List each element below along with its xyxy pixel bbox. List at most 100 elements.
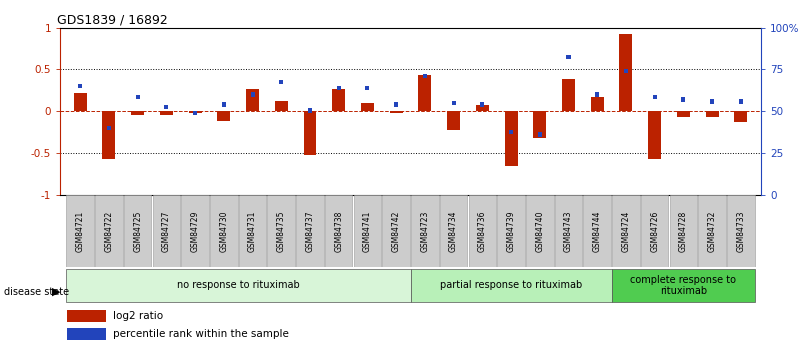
Bar — [447, 111, 460, 130]
Bar — [476, 106, 489, 111]
Bar — [653, 95, 657, 99]
Bar — [505, 111, 517, 166]
FancyBboxPatch shape — [411, 195, 439, 267]
Text: GSM84721: GSM84721 — [75, 210, 85, 252]
Bar — [107, 126, 111, 130]
Bar — [710, 99, 714, 103]
Bar — [135, 95, 139, 99]
Bar — [222, 102, 226, 107]
FancyBboxPatch shape — [66, 269, 410, 302]
Bar — [677, 111, 690, 117]
Bar — [251, 92, 255, 97]
Text: GSM84742: GSM84742 — [392, 210, 400, 252]
Bar — [648, 111, 661, 159]
FancyBboxPatch shape — [410, 269, 612, 302]
FancyBboxPatch shape — [612, 269, 755, 302]
Bar — [188, 111, 202, 113]
Text: GSM84734: GSM84734 — [449, 210, 458, 252]
Text: partial response to rituximab: partial response to rituximab — [440, 280, 582, 290]
Bar — [566, 55, 570, 59]
FancyBboxPatch shape — [612, 195, 640, 267]
Text: percentile rank within the sample: percentile rank within the sample — [113, 329, 288, 339]
Bar — [509, 130, 513, 135]
FancyBboxPatch shape — [152, 195, 180, 267]
Text: GSM84744: GSM84744 — [593, 210, 602, 252]
Text: GDS1839 / 16892: GDS1839 / 16892 — [57, 13, 167, 27]
Bar — [361, 103, 374, 111]
FancyBboxPatch shape — [325, 195, 352, 267]
FancyBboxPatch shape — [124, 195, 151, 267]
Text: ▶: ▶ — [52, 287, 61, 296]
Text: GSM84726: GSM84726 — [650, 210, 659, 252]
Bar — [735, 111, 747, 122]
Bar — [452, 101, 456, 105]
Bar — [562, 79, 575, 111]
FancyBboxPatch shape — [641, 195, 669, 267]
FancyBboxPatch shape — [698, 195, 726, 267]
Bar — [706, 111, 718, 117]
Bar — [533, 111, 546, 138]
Bar — [67, 328, 106, 340]
Text: GSM84735: GSM84735 — [277, 210, 286, 252]
Bar — [394, 102, 398, 107]
Text: GSM84723: GSM84723 — [421, 210, 429, 252]
FancyBboxPatch shape — [526, 195, 553, 267]
Bar — [595, 92, 599, 97]
FancyBboxPatch shape — [296, 195, 324, 267]
FancyBboxPatch shape — [382, 195, 410, 267]
FancyBboxPatch shape — [727, 195, 755, 267]
FancyBboxPatch shape — [268, 195, 295, 267]
Text: GSM84732: GSM84732 — [707, 210, 717, 252]
Bar — [336, 86, 340, 90]
Text: GSM84741: GSM84741 — [363, 210, 372, 252]
Text: no response to rituximab: no response to rituximab — [177, 280, 300, 290]
Bar — [67, 310, 106, 322]
Text: GSM84730: GSM84730 — [219, 210, 228, 252]
Bar — [481, 102, 485, 107]
Text: GSM84722: GSM84722 — [104, 210, 114, 252]
Bar — [739, 99, 743, 103]
Text: GSM84724: GSM84724 — [622, 210, 630, 252]
Text: GSM84728: GSM84728 — [679, 210, 688, 252]
FancyBboxPatch shape — [353, 195, 381, 267]
Text: GSM84739: GSM84739 — [506, 210, 516, 252]
Text: GSM84743: GSM84743 — [564, 210, 573, 252]
Bar — [217, 111, 230, 121]
FancyBboxPatch shape — [440, 195, 468, 267]
Bar — [418, 75, 431, 111]
Text: GSM84737: GSM84737 — [305, 210, 315, 252]
FancyBboxPatch shape — [210, 195, 238, 267]
Bar — [246, 89, 259, 111]
Text: GSM84736: GSM84736 — [478, 210, 487, 252]
Text: GSM84738: GSM84738 — [334, 210, 343, 252]
Bar — [160, 111, 173, 116]
Bar — [332, 89, 345, 111]
FancyBboxPatch shape — [583, 195, 611, 267]
Text: GSM84729: GSM84729 — [191, 210, 199, 252]
Bar — [74, 93, 87, 111]
Text: GSM84740: GSM84740 — [535, 210, 544, 252]
Bar — [591, 97, 604, 111]
Bar — [103, 111, 115, 159]
Text: GSM84733: GSM84733 — [736, 210, 746, 252]
FancyBboxPatch shape — [670, 195, 697, 267]
Bar — [390, 111, 403, 113]
Bar — [537, 132, 541, 137]
FancyBboxPatch shape — [66, 195, 94, 267]
Bar — [423, 74, 427, 78]
Bar — [280, 80, 284, 84]
Text: log2 ratio: log2 ratio — [113, 311, 163, 321]
Bar — [619, 34, 633, 111]
Bar — [308, 108, 312, 113]
Bar — [365, 86, 369, 90]
Bar — [164, 105, 168, 109]
Bar — [682, 97, 686, 102]
FancyBboxPatch shape — [239, 195, 266, 267]
FancyBboxPatch shape — [497, 195, 525, 267]
Bar — [275, 101, 288, 111]
Bar — [193, 111, 197, 115]
Text: GSM84731: GSM84731 — [248, 210, 257, 252]
Text: complete response to
rituximab: complete response to rituximab — [630, 275, 736, 296]
Bar — [78, 84, 83, 88]
FancyBboxPatch shape — [555, 195, 582, 267]
